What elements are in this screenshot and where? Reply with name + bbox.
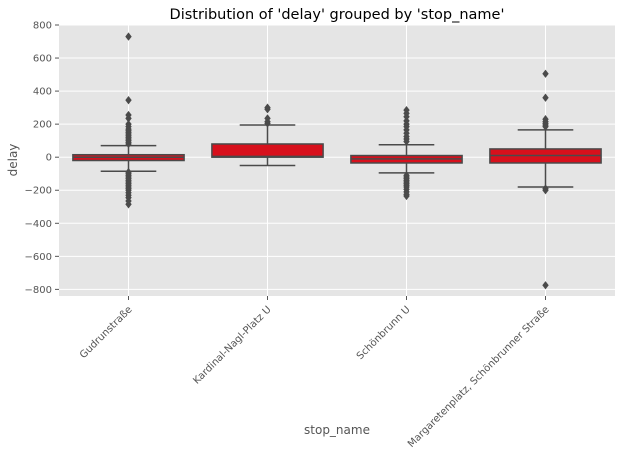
outlier-point [542, 93, 549, 102]
y-tick-label: 0 [46, 153, 52, 164]
outlier-point [125, 32, 132, 41]
box-layer [72, 32, 602, 290]
outlier-point [542, 69, 549, 78]
y-axis-label: delay [6, 144, 20, 177]
box-group [211, 103, 324, 167]
box-group [489, 69, 602, 290]
box-group [350, 105, 463, 201]
outlier-point [264, 119, 271, 128]
outlier-point [125, 200, 132, 209]
outlier-point [403, 191, 410, 201]
chart-title: Distribution of 'delay' grouped by 'stop… [170, 7, 505, 23]
outlier-point [264, 105, 271, 114]
outlier-point [542, 186, 549, 195]
x-tick-label: Schönbrunn U [355, 304, 413, 362]
y-tick-label: 600 [33, 54, 52, 65]
box-group [72, 32, 185, 209]
y-tick-label: −200 [25, 186, 52, 197]
outlier-point [125, 114, 132, 123]
outlier-point [542, 122, 549, 131]
y-tick-label: −800 [25, 285, 52, 296]
y-tick-label: −600 [25, 252, 52, 263]
outlier-point [403, 137, 410, 146]
x-axis-label: stop_name [304, 423, 370, 437]
y-tick-label: 200 [33, 120, 52, 131]
y-tick-label: −400 [25, 219, 52, 230]
x-tick-label: Gudrunstraße [78, 304, 135, 361]
y-tick-label: 400 [33, 87, 52, 98]
outlier-point [125, 139, 132, 149]
x-tick-label: Kardinal-Nagl-Platz U [191, 304, 273, 386]
y-axis: −800 −600 −400 −200 0 200 400 600 800 [25, 21, 59, 296]
outlier-point [542, 281, 549, 290]
x-tick-label: Margaretenplatz, Schönbrunner Straße [406, 304, 552, 450]
y-tick-label: 800 [33, 21, 52, 32]
box-iqr [211, 143, 324, 158]
outlier-point [125, 96, 132, 105]
